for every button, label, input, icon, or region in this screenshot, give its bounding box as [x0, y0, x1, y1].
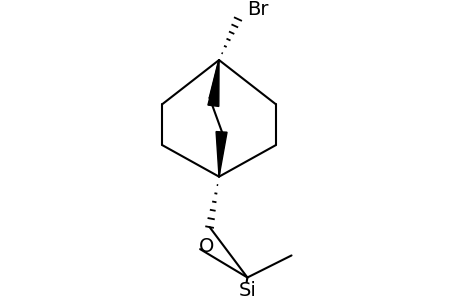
- Text: Br: Br: [247, 0, 269, 19]
- Text: O: O: [198, 236, 213, 256]
- Polygon shape: [207, 60, 218, 106]
- Text: Si: Si: [238, 281, 256, 300]
- Polygon shape: [216, 132, 227, 177]
